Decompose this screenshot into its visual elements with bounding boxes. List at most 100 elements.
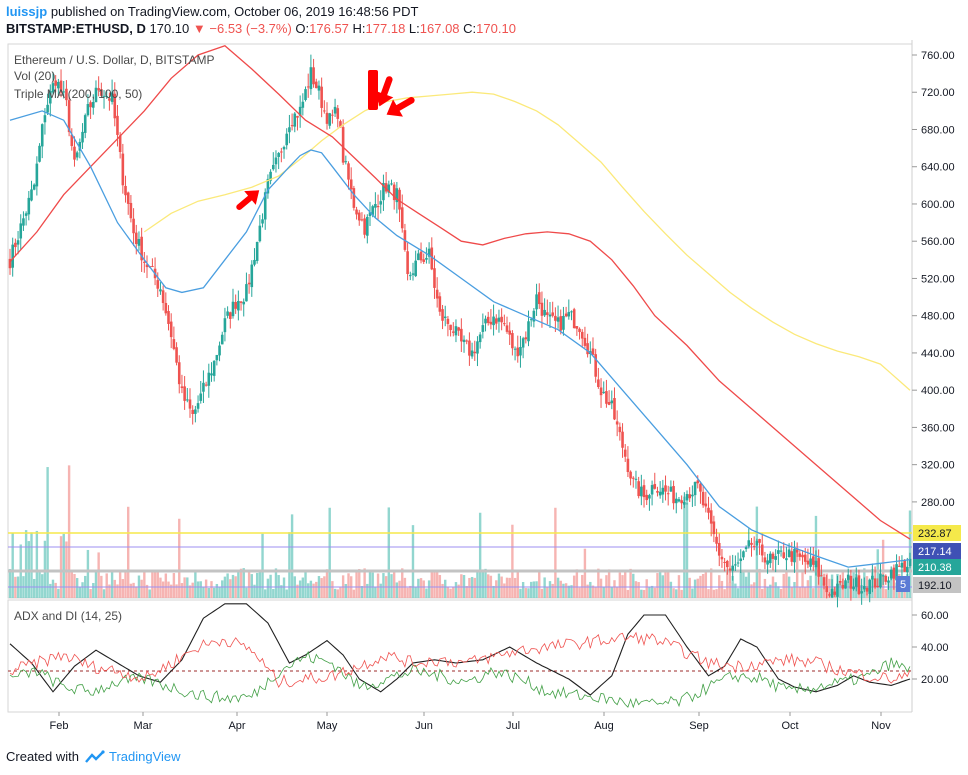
candle-body: [446, 318, 450, 324]
candle-body: [631, 477, 635, 479]
candle-body: [301, 101, 305, 108]
volume-bar: [734, 583, 737, 598]
volume-bar: [339, 587, 342, 598]
candle-body: [782, 552, 786, 559]
indicator-label: Triple MA (200, 100, 50): [14, 87, 142, 101]
volume-bar: [529, 581, 533, 598]
candle-body: [572, 309, 576, 329]
volume-bar: [285, 589, 288, 598]
volume-bar: [492, 585, 495, 598]
volume-bar: [49, 583, 52, 598]
candle-body: [860, 591, 863, 594]
volume-bar: [315, 581, 318, 598]
volume-bar: [761, 588, 764, 598]
adx-tick-label: 40.00: [921, 642, 949, 654]
volume-bar: [838, 581, 842, 598]
candle-body: [768, 553, 772, 564]
candle-body: [758, 539, 761, 543]
price-change: −6.53 (−3.7%): [209, 21, 292, 36]
candle-body: [511, 333, 514, 349]
ma-fast-line: [9, 110, 911, 568]
volume-bar: [658, 572, 662, 598]
candle-body: [814, 560, 818, 568]
volume-bar: [274, 568, 278, 598]
chart-canvas[interactable]: 280.00320.00360.00400.00440.00480.00520.…: [0, 0, 968, 745]
candle-body: [186, 399, 189, 401]
candle-body: [341, 127, 345, 163]
author-link[interactable]: luissjp: [6, 4, 48, 19]
volume-bar: [422, 580, 425, 598]
candle-body: [408, 275, 412, 277]
candle-body: [820, 575, 823, 577]
candle-body: [583, 337, 587, 346]
volume-bar: [715, 589, 718, 598]
candle-body: [798, 553, 802, 557]
candle-body: [658, 491, 662, 496]
candle-body: [255, 241, 259, 261]
candle-body: [543, 309, 546, 316]
symbol-label: BITSTAMP:ETHUSD, D: [6, 21, 146, 36]
volume-bar: [739, 569, 742, 598]
x-tick-label: Aug: [594, 720, 614, 732]
candle-body: [368, 212, 372, 216]
ohlc-line: BITSTAMP:ETHUSD, D 170.10 ▼ −6.53 (−3.7%…: [6, 21, 516, 36]
candle-body: [731, 565, 734, 571]
volume-bar: [844, 582, 847, 598]
candle-body: [685, 494, 689, 501]
candle-body: [844, 580, 847, 589]
candle-body: [717, 542, 721, 556]
volume-bar: [151, 572, 154, 598]
volume-bar: [312, 583, 315, 598]
volume-bar: [723, 589, 726, 598]
volume-bar: [212, 587, 216, 598]
candle-body: [852, 586, 855, 590]
y-tick-label: 400.00: [921, 385, 955, 397]
tradingview-brand[interactable]: TradingView: [108, 749, 181, 764]
candle-body: [363, 218, 366, 235]
candle-body: [699, 483, 702, 492]
x-tick-label: Jun: [415, 720, 433, 732]
candle-body: [110, 92, 114, 102]
candle-body: [849, 575, 853, 589]
candle-body: [73, 146, 76, 160]
candle-body: [580, 331, 584, 339]
candle-body: [390, 183, 393, 185]
volume-bar: [255, 572, 259, 598]
volume-bar: [336, 589, 339, 598]
candle-body: [656, 490, 659, 493]
volume-bar: [446, 587, 450, 598]
volume-bar: [86, 549, 90, 598]
candle-body: [575, 326, 579, 329]
candle-body: [83, 115, 87, 133]
published-text: published on TradingView.com, October 06…: [50, 4, 419, 19]
candle-body: [680, 500, 683, 504]
volume-bar: [266, 578, 270, 598]
volume-bar: [11, 532, 14, 598]
candle-body: [559, 316, 563, 331]
volume-bar: [586, 584, 589, 598]
volume-bar: [159, 577, 162, 598]
y-tick-label: 760.00: [921, 50, 955, 62]
candle-body: [151, 266, 154, 268]
candle-body: [433, 268, 436, 288]
volume-bar: [169, 584, 173, 598]
candle-body: [312, 67, 315, 85]
volume-bar: [607, 569, 611, 598]
volume-bar: [320, 578, 323, 598]
volume-bar: [124, 571, 127, 598]
volume-bar: [624, 571, 627, 598]
candle-body: [489, 321, 493, 325]
volume-bar: [38, 570, 41, 598]
volume-bar: [804, 587, 807, 598]
candle-body: [578, 328, 581, 333]
candle-body: [691, 494, 694, 497]
volume-bar: [398, 580, 401, 598]
candle-body: [760, 544, 764, 556]
volume-bar: [237, 570, 240, 598]
candle-body: [527, 321, 530, 342]
candle-body: [766, 560, 769, 565]
volume-bar: [546, 587, 549, 598]
volume-bar: [199, 581, 202, 598]
volume-bar: [371, 572, 374, 598]
volume-bar: [667, 570, 670, 598]
